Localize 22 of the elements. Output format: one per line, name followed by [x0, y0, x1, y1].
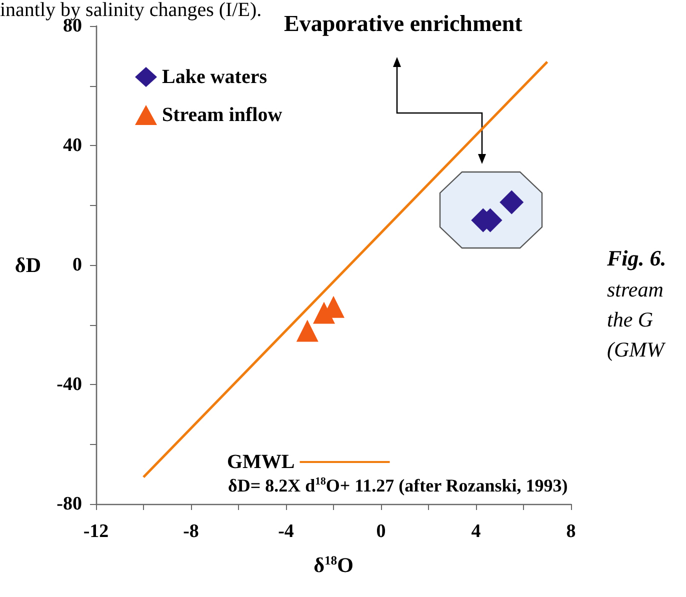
y-axis-title: δD — [14, 253, 41, 277]
text: the G — [607, 308, 654, 332]
y-tick-label: -80 — [56, 494, 82, 514]
x-tick-label: -4 — [278, 521, 294, 542]
legend-label: Stream inflow — [162, 104, 283, 126]
text: (GMW — [607, 338, 667, 362]
legend-label: Lake waters — [162, 66, 268, 88]
y-tick-label: 40 — [63, 135, 82, 156]
text: GMWL — [226, 451, 295, 473]
point — [500, 190, 524, 214]
y-tick-label: 0 — [72, 254, 82, 276]
x-tick-label: 0 — [376, 521, 386, 542]
x-tick-label: 4 — [471, 521, 482, 542]
x-tick-label: -12 — [83, 521, 109, 542]
x-tick-label: -8 — [183, 521, 199, 542]
point — [296, 320, 318, 342]
x-tick-label: 8 — [566, 521, 576, 542]
y-tick-label: -40 — [56, 374, 82, 395]
annotation: Evaporative enrichment — [284, 11, 523, 36]
text: inantly by salinity changes (I/E). — [0, 0, 262, 21]
caption: Fig. 6. — [606, 246, 666, 270]
text: stream — [607, 278, 664, 302]
